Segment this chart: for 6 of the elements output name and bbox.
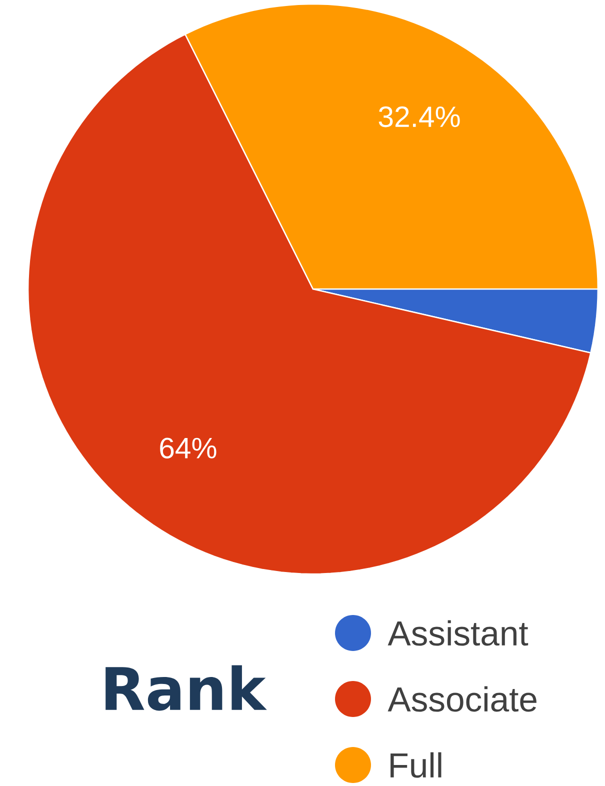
legend-label: Associate xyxy=(388,686,536,712)
legend-label: Assistant xyxy=(388,620,528,646)
legend-label: Full xyxy=(390,752,442,778)
data-label: 32.4% xyxy=(378,106,460,128)
data-label: 64% xyxy=(160,438,216,458)
text: Rank xyxy=(106,665,267,711)
